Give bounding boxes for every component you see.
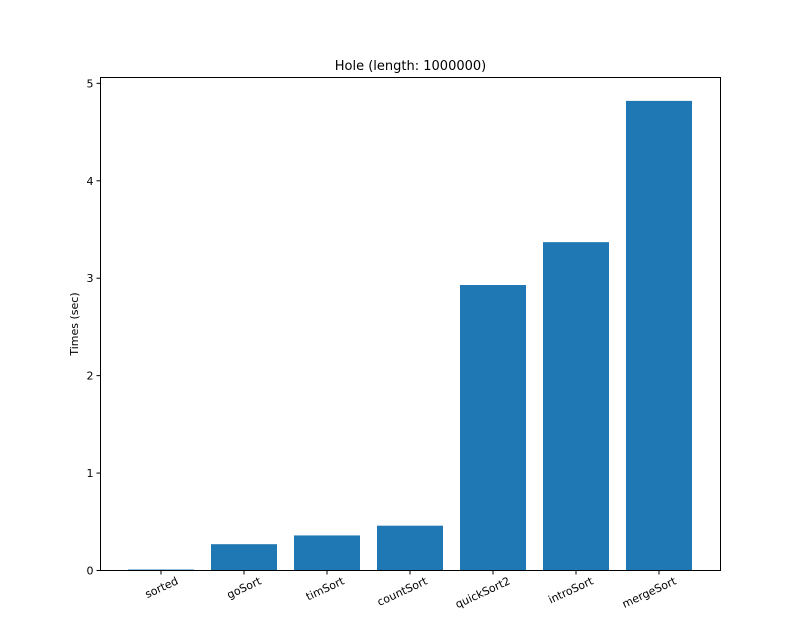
chart-title: Hole (length: 1000000)	[335, 59, 486, 74]
y-axis-label: Times (sec)	[68, 292, 81, 356]
y-tick-label: 4	[87, 175, 94, 188]
y-tick-label: 3	[87, 272, 94, 285]
y-axis-ticks: 0 1 2 3 4 5	[87, 77, 101, 578]
bar-timSort	[294, 535, 360, 571]
x-tick-label: introSort	[546, 574, 596, 606]
x-tick-label: mergeSort	[620, 574, 679, 611]
y-tick-label: 2	[87, 370, 94, 383]
y-tick-label: 0	[87, 565, 94, 578]
x-tick-label: sorted	[143, 574, 180, 601]
x-tick-label: countSort	[375, 574, 430, 609]
plot-area-frame	[100, 77, 721, 571]
bar-quickSort2	[460, 285, 526, 571]
bar-countSort	[377, 525, 443, 571]
x-tick-label: goSort	[225, 574, 264, 601]
x-axis-ticks: sorted goSort timSort countSort quickSort2 in…	[143, 570, 679, 611]
bar-goSort	[211, 544, 277, 571]
y-tick-label: 5	[87, 77, 94, 90]
x-tick-label: timSort	[304, 574, 347, 603]
bar-introSort	[543, 242, 609, 571]
bars-group	[128, 100, 692, 571]
y-tick-label: 1	[87, 467, 94, 480]
x-tick-label: quickSort2	[453, 574, 512, 611]
bar-mergeSort	[626, 100, 692, 571]
